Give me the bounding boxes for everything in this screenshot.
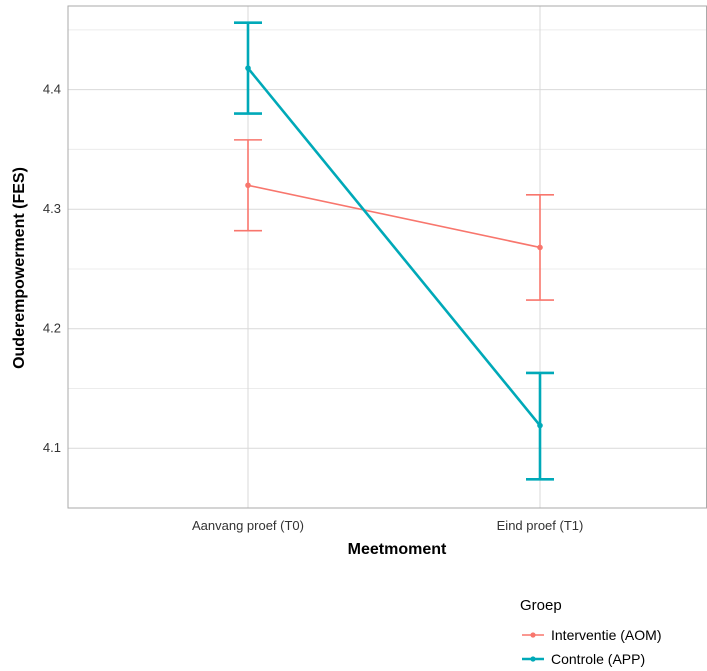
y-tick-label: 4.2	[43, 321, 61, 336]
series-line	[246, 67, 542, 427]
data-point	[245, 182, 251, 189]
y-axis-title: Ouderempowerment (FES)	[11, 167, 28, 369]
legend-label: Interventie (AOM)	[551, 627, 661, 643]
plot-border	[67, 5, 707, 509]
legend-item-controle: Controle (APP)	[522, 651, 645, 667]
data-point	[537, 422, 543, 429]
legend-item-interventie: Interventie (AOM)	[522, 627, 661, 643]
y-tick-label: 4.3	[43, 201, 61, 216]
data-series	[234, 21, 554, 481]
legend-key-point	[530, 632, 536, 638]
y-tick-label: 4.4	[43, 82, 61, 97]
y-tick-label: 4.1	[43, 440, 61, 455]
tick-labels: 4.1 4.2 4.3 4.4 Aanvang proef (T0) Eind proef…	[43, 82, 583, 533]
legend-label: Controle (APP)	[551, 651, 645, 667]
x-axis-title: Meetmoment	[348, 541, 447, 558]
data-point	[245, 65, 251, 71]
gridlines	[68, 6, 707, 508]
legend-title: Groep	[520, 597, 562, 614]
axes	[67, 5, 707, 509]
legend: Groep Interventie (AOM) Controle (APP)	[520, 597, 661, 667]
x-tick-label: Eind proef (T1)	[497, 518, 584, 533]
x-tick-label: Aanvang proef (T0)	[192, 518, 304, 533]
series-line	[247, 184, 541, 249]
data-point	[537, 244, 543, 251]
legend-key-point	[530, 656, 536, 662]
